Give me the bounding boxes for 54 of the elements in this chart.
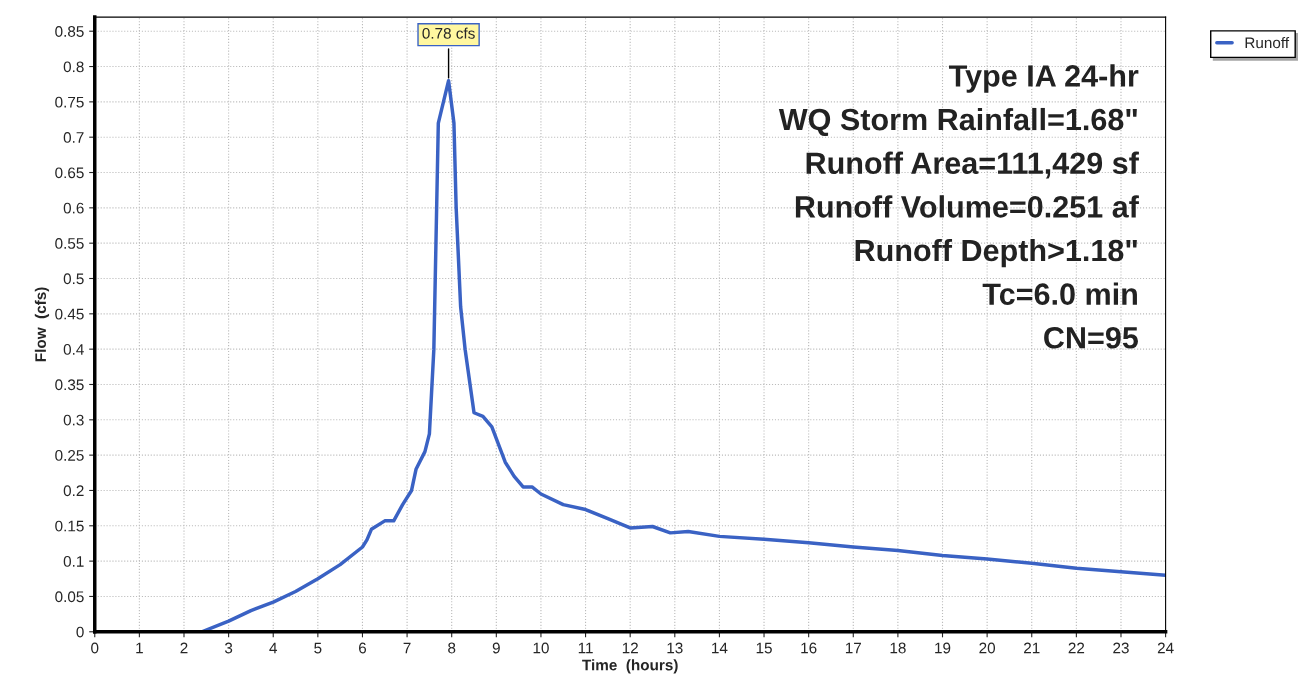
legend-label: Runoff bbox=[1245, 36, 1290, 49]
x-tick-label: 8 bbox=[448, 642, 456, 654]
x-tick-label: 13 bbox=[667, 642, 683, 654]
y-axis-title: Flow (cfs) bbox=[34, 287, 50, 362]
x-tick-label: 14 bbox=[712, 642, 728, 654]
y-tick-label: 0.05 bbox=[55, 591, 84, 603]
x-tick-label: 11 bbox=[578, 642, 593, 654]
annotation: Type IA 24-hr bbox=[949, 64, 1139, 93]
x-tick-label: 7 bbox=[403, 642, 411, 654]
y-tick-label: 0.25 bbox=[55, 450, 84, 461]
annotation: WQ Storm Rainfall=1.68" bbox=[778, 107, 1137, 137]
x-tick-label: 23 bbox=[1113, 642, 1129, 654]
annotation: Runoff Area=111,429 sf bbox=[806, 151, 1139, 179]
y-tick-label: 0.65 bbox=[55, 167, 84, 179]
y-tick-label: 0.7 bbox=[63, 132, 84, 143]
y-tick-label: 0.75 bbox=[55, 96, 84, 108]
annotation: Tc=6.0 min bbox=[982, 282, 1137, 305]
annotation: Runoff Depth>1.18" bbox=[855, 238, 1137, 268]
x-tick-label: 4 bbox=[269, 642, 278, 654]
x-tick-label: 22 bbox=[1068, 642, 1085, 654]
y-tick-label: 0.1 bbox=[63, 555, 84, 567]
x-tick-label: 1 bbox=[136, 642, 143, 654]
x-tick-label: 24 bbox=[1157, 642, 1174, 654]
x-tick-label: 16 bbox=[801, 642, 817, 654]
y-tick-label: 0.8 bbox=[63, 61, 84, 73]
x-tick-label: 2 bbox=[180, 642, 188, 654]
y-tick-label: 0.6 bbox=[63, 202, 84, 214]
y-tick-label: 0.85 bbox=[55, 26, 84, 37]
x-tick-label: 0 bbox=[91, 642, 99, 654]
annotation: 0.78 cfs bbox=[422, 27, 475, 39]
x-axis-title: Time (hours) bbox=[582, 659, 678, 674]
x-tick-label: 10 bbox=[533, 642, 549, 654]
annotation: CN=95 bbox=[1044, 326, 1138, 349]
x-tick-label: 6 bbox=[358, 642, 367, 654]
y-tick-label: 0.3 bbox=[63, 414, 84, 426]
x-tick-label: 12 bbox=[622, 642, 638, 654]
x-tick-label: 21 bbox=[1024, 642, 1040, 654]
x-tick-label: 15 bbox=[756, 642, 772, 654]
x-tick-label: 18 bbox=[890, 642, 906, 654]
x-tick-label: 20 bbox=[979, 642, 996, 654]
x-tick-label: 9 bbox=[492, 642, 500, 654]
y-tick-label: 0.35 bbox=[55, 379, 84, 391]
y-tick-label: 0.15 bbox=[55, 520, 84, 532]
y-tick-label: 0 bbox=[76, 626, 84, 638]
x-tick-label: 17 bbox=[845, 642, 861, 654]
y-tick-label: 0.55 bbox=[55, 238, 84, 249]
y-tick-label: 0.5 bbox=[63, 273, 84, 285]
annotation: Runoff Volume=0.251 af bbox=[795, 195, 1139, 218]
x-tick-label: 3 bbox=[224, 642, 233, 654]
x-tick-label: 19 bbox=[935, 642, 951, 654]
x-tick-label: 5 bbox=[314, 642, 322, 654]
y-tick-label: 0.2 bbox=[63, 485, 84, 497]
y-tick-label: 0.4 bbox=[63, 344, 84, 355]
y-tick-label: 0.45 bbox=[55, 308, 84, 320]
